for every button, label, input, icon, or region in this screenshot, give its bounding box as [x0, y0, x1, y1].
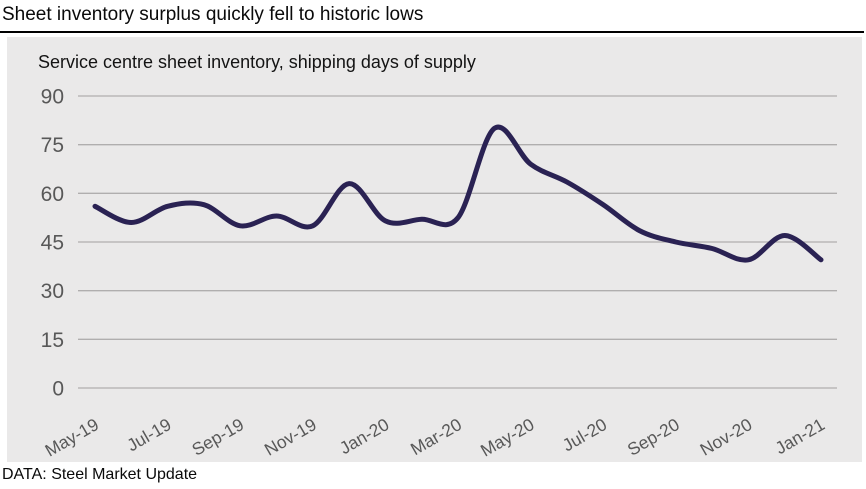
x-tick-label: May-20 [477, 414, 538, 461]
x-tick-label: Sep-19 [188, 414, 247, 460]
line-chart-svg: 0 15 30 45 60 75 90 May-19 Jul-19 Sep-19 Nov-19 Jan… [41, 86, 837, 461]
x-tick-label: Jan-20 [336, 414, 393, 458]
x-tick-label: Nov-19 [261, 414, 320, 460]
x-tick-label: May-19 [41, 414, 102, 461]
x-tick-label: Mar-20 [407, 414, 465, 459]
x-tick-label: Jan-21 [772, 414, 828, 458]
y-tick-label: 90 [41, 86, 64, 109]
y-tick-label: 0 [52, 378, 64, 401]
chart-subtitle: Service centre sheet inventory, shipping… [38, 52, 476, 72]
chart-panel: Service centre sheet inventory, shipping… [7, 37, 862, 462]
y-tick-label: 30 [41, 280, 64, 303]
page-title: Sheet inventory surplus quickly fell to … [2, 4, 424, 25]
footer-source: DATA: Steel Market Update [2, 466, 198, 483]
title-rule [0, 31, 864, 33]
y-tick-label: 15 [41, 329, 64, 352]
y-tick-label: 45 [41, 232, 64, 255]
series-line [92, 124, 824, 263]
x-tick-label: Nov-20 [697, 414, 756, 460]
x-tick-label: Jul-20 [559, 414, 611, 455]
x-tick-label: Jul-19 [123, 414, 174, 455]
x-tick-label: Sep-20 [624, 414, 683, 460]
y-tick-label: 75 [41, 134, 64, 157]
y-tick-label: 60 [41, 183, 64, 206]
